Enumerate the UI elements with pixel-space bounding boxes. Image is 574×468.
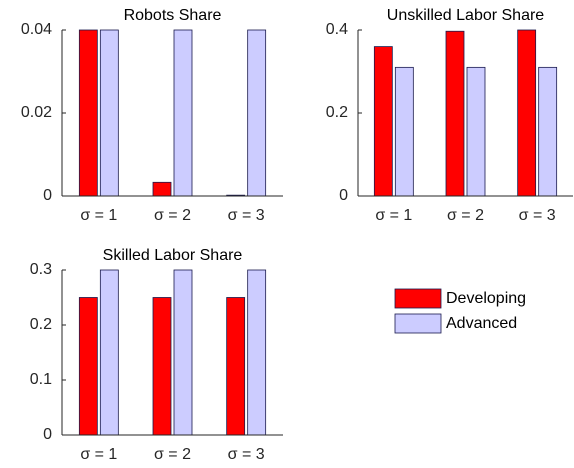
legend-swatch <box>394 313 442 334</box>
x-tick-label: σ = 3 <box>228 207 265 224</box>
x-tick-label: σ = 3 <box>228 446 265 463</box>
bar <box>247 269 267 436</box>
bar <box>226 297 246 436</box>
bar <box>78 29 98 197</box>
y-tick-label: 0 <box>43 187 52 204</box>
x-tick-label: σ = 1 <box>375 207 412 224</box>
bar <box>466 66 486 197</box>
y-tick-label: 0.3 <box>30 261 52 278</box>
y-tick-label: 0.04 <box>21 21 52 38</box>
chart-title: Skilled Labor Share <box>103 247 243 264</box>
bar <box>99 29 119 197</box>
y-tick-label: 0.2 <box>30 316 52 333</box>
x-tick-label: σ = 2 <box>154 207 191 224</box>
bar <box>78 297 98 436</box>
y-tick-label: 0.2 <box>326 104 348 121</box>
bar <box>247 29 267 197</box>
chart-title: Robots Share <box>124 7 222 24</box>
bar <box>517 29 537 197</box>
bar <box>173 269 193 436</box>
legend-swatch <box>394 288 442 309</box>
bar <box>99 269 119 436</box>
x-tick-label: σ = 2 <box>447 207 484 224</box>
y-tick-label: 0.1 <box>30 371 52 388</box>
chart-title: Unskilled Labor Share <box>387 7 545 24</box>
y-tick-label: 0.02 <box>21 104 52 121</box>
bar <box>538 66 558 197</box>
bar <box>394 66 414 197</box>
x-tick-label: σ = 1 <box>80 207 117 224</box>
y-tick-label: 0.4 <box>326 21 348 38</box>
y-tick-label: 0 <box>43 426 52 443</box>
bar <box>373 46 393 197</box>
legend-label: Developing <box>446 290 526 307</box>
x-tick-label: σ = 2 <box>154 446 191 463</box>
x-tick-label: σ = 3 <box>519 207 556 224</box>
bar <box>152 181 172 197</box>
bar <box>445 30 465 197</box>
y-tick-label: 0 <box>339 187 348 204</box>
x-tick-label: σ = 1 <box>80 446 117 463</box>
bar <box>173 29 193 197</box>
bar <box>152 297 172 436</box>
legend-label: Advanced <box>446 315 517 332</box>
